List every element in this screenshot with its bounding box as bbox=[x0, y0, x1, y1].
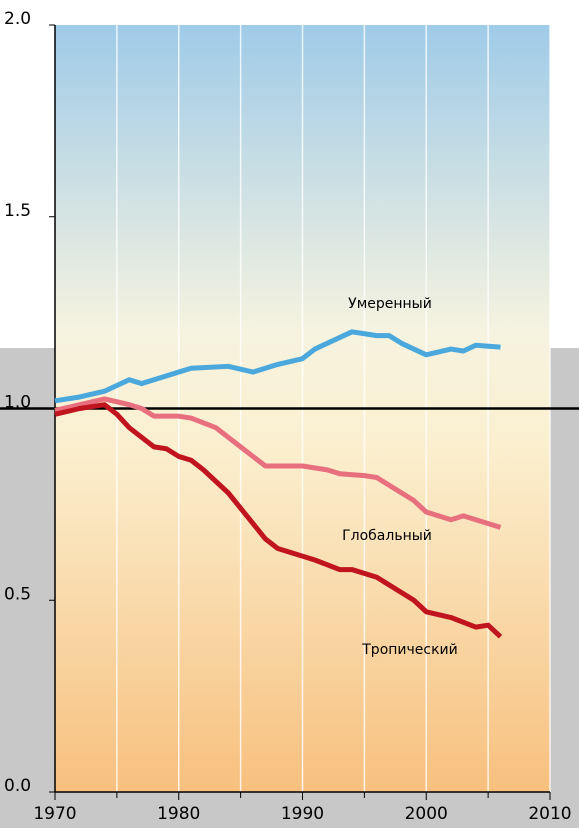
x-tick-label: 2000 bbox=[405, 804, 448, 824]
x-tick-label: 1990 bbox=[281, 804, 324, 824]
y-tick-label: 0.5 bbox=[4, 584, 31, 604]
x-tick-label: 1970 bbox=[33, 804, 76, 824]
chart: 197019801990200020100.00.51.01.52.0Умере… bbox=[0, 0, 579, 828]
x-tick-label: 2010 bbox=[528, 804, 571, 824]
x-tick-label: 1980 bbox=[157, 804, 200, 824]
y-tick-label: 1.5 bbox=[4, 201, 31, 221]
series-label: Тропический bbox=[361, 642, 458, 658]
y-tick-label: 2.0 bbox=[4, 9, 31, 29]
y-tick-label: 0.0 bbox=[4, 776, 31, 796]
series-label: Умеренный bbox=[348, 296, 432, 312]
series-label: Глобальный bbox=[342, 528, 432, 544]
